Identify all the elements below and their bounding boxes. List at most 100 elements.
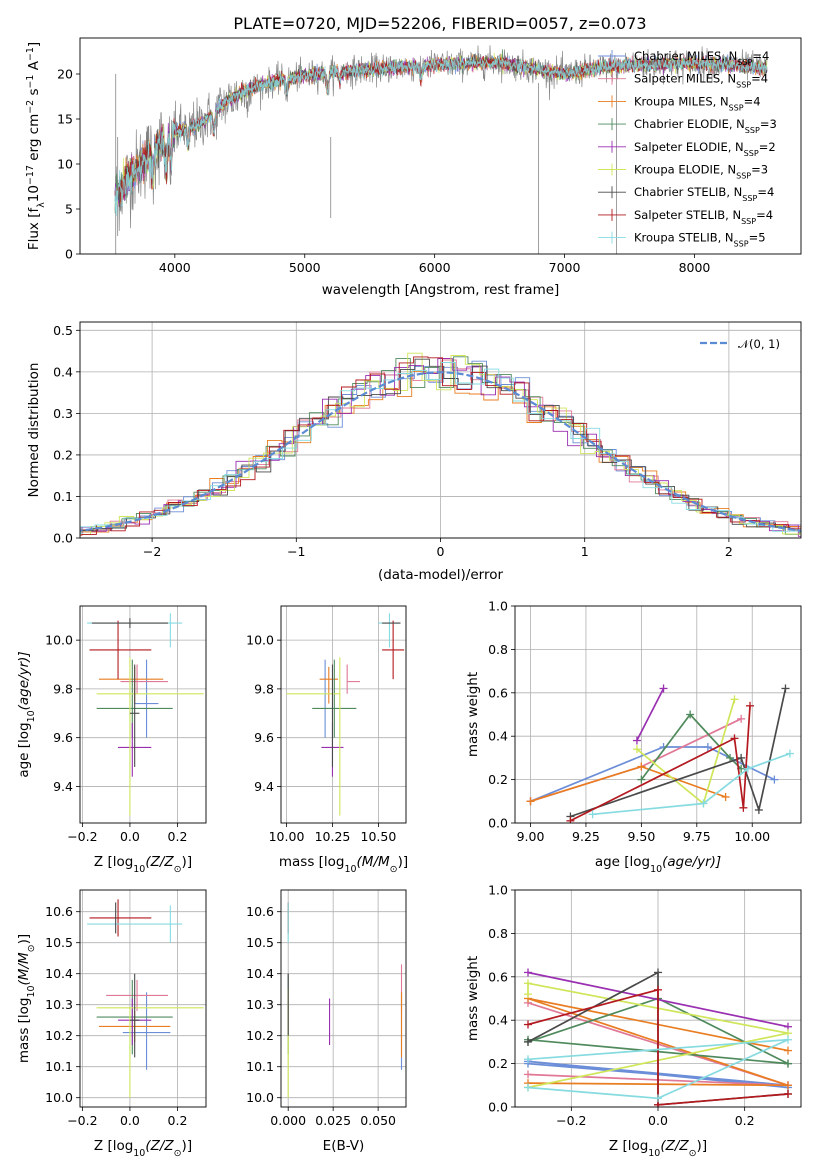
weight-marker xyxy=(524,1020,532,1029)
legend-label-2-part: SSP xyxy=(736,80,751,89)
weight-marker xyxy=(754,805,763,814)
error-point-9 xyxy=(378,613,401,648)
y-axis-label-part: age [log xyxy=(16,722,32,777)
weight-line-1 xyxy=(530,746,775,803)
error-point-8 xyxy=(89,899,152,937)
weight-line-9 xyxy=(527,1038,789,1100)
error-point-3 xyxy=(319,666,338,704)
residual-histogram-2 xyxy=(80,359,801,531)
weight-marker xyxy=(566,816,575,823)
error-point-2 xyxy=(106,979,168,1011)
x-axis-label-part: age [log xyxy=(595,854,650,870)
legend-label-gaussian: 𝒩(0, 1) xyxy=(738,337,780,351)
y-tick-label: 15 xyxy=(57,112,73,127)
legend-label-9-part: Kroupa STELIB, N xyxy=(634,231,734,245)
y-axis-label-part: λ xyxy=(36,202,47,208)
y-axis-label: mass [log10(M/M⊙)] xyxy=(16,934,37,1063)
residual-histograms xyxy=(80,352,801,537)
weight-marker xyxy=(739,803,748,812)
y-tick-label: 0.0 xyxy=(53,531,73,546)
x-axis-label-part: )] xyxy=(697,1138,708,1154)
y-tick-label: 10.3 xyxy=(45,997,73,1012)
legend-label-6: Kroupa ELODIE, NSSP=3 xyxy=(634,163,768,181)
legend-label-5-part: SSP xyxy=(744,148,759,157)
x-tick-label: 6000 xyxy=(419,260,451,275)
weight-line-8 xyxy=(570,705,751,822)
legend-label-1-part: SSP xyxy=(737,58,752,67)
x-axis-label-part: (Z/Z xyxy=(145,854,174,870)
y-tick-label: 10.6 xyxy=(45,904,73,919)
x-tick-label: 0.2 xyxy=(735,1113,755,1128)
legend-label-6-part: =3 xyxy=(751,163,768,177)
age-vs-Z-panel: −0.2 0.0 0.29.49.69.810.0Z [log10(Z/Z⊙)]ag… xyxy=(16,605,207,875)
y-tick-label: 10.1 xyxy=(45,1059,73,1074)
legend-label-9: Kroupa STELIB, NSSP=5 xyxy=(634,231,766,249)
x-tick-label: 0.2 xyxy=(168,1113,188,1128)
x-axis-label: Z [log10(Z/Z⊙)] xyxy=(94,1138,192,1159)
y-axis-label-part: Flux [f xyxy=(26,207,42,251)
error-point-6 xyxy=(286,657,341,816)
legend-label-6-part: Kroupa ELODIE, N xyxy=(634,163,736,177)
weight-marker xyxy=(637,762,646,771)
weight-marker xyxy=(686,710,695,719)
plot-frame xyxy=(514,605,802,824)
axes: −0.2 0.0 0.2 9.4 9.6 9.8 10.0 xyxy=(45,606,206,844)
error-bars xyxy=(87,613,204,816)
residual-histogram-5 xyxy=(80,358,801,537)
y-tick-label: 0 xyxy=(65,247,73,262)
legend-label-7-part: SSP xyxy=(742,194,757,203)
x-axis-label-part: )] xyxy=(182,1138,193,1154)
y-tick-label: 0.6 xyxy=(488,969,508,984)
legend-label-2-part: =4 xyxy=(751,72,768,86)
y-axis-label: mass weight xyxy=(465,672,481,757)
legend-label-2: Salpeter MILES, NSSP=4 xyxy=(634,72,768,90)
x-axis-label: mass [log10(M/M⊙)] xyxy=(279,854,408,875)
y-tick-label: 10.5 xyxy=(246,935,274,950)
weight-marker xyxy=(632,736,641,745)
legend-label-4-part: Chabrier ELODIE, N xyxy=(634,117,745,131)
legend-label-4-part: =3 xyxy=(760,117,777,131)
y-tick-label: 9.4 xyxy=(254,779,274,794)
x-axis-label-part: (Z/Z xyxy=(660,1138,689,1154)
y-axis-label: Flux [fλ10−17 erg cm−2 s−1 A−1] xyxy=(25,42,47,250)
error-point-7 xyxy=(129,973,140,1058)
error-point-6 xyxy=(96,657,204,816)
weight-marker xyxy=(637,775,646,784)
x-axis-label: wavelength [Angstrom, rest frame] xyxy=(322,282,560,298)
x-axis-label: (data-model)/error xyxy=(378,567,504,583)
x-tick-label: −1 xyxy=(287,544,305,559)
y-tick-label: 9.4 xyxy=(53,779,73,794)
weight-line-9 xyxy=(592,752,791,816)
x-axis-label-part: mass [log xyxy=(279,854,345,870)
y-tick-label: 0.4 xyxy=(488,1013,508,1028)
x-tick-label: 9.75 xyxy=(683,829,711,844)
x-tick-label: 0 xyxy=(437,544,445,559)
x-tick-label: −0.2 xyxy=(67,829,97,844)
plot-frame xyxy=(79,321,802,539)
x-axis-label-part: )] xyxy=(182,854,193,870)
mass-weight-vs-age-panel: 9.00 9.25 9.50 9.75 10.00 0.0 0.2 0.4 0.6 0.8 1.0 a… xyxy=(465,599,802,875)
error-point-10 xyxy=(91,618,168,628)
legend-label-4: Chabrier ELODIE, NSSP=3 xyxy=(634,117,777,135)
x-tick-label: 0.0 xyxy=(120,1113,140,1128)
weight-marker xyxy=(654,1094,662,1103)
weight-marker xyxy=(524,1070,532,1079)
legend-label-7-part: Chabrier STELIB, N xyxy=(634,185,742,199)
axes: −2 −1 0 1 2 0.0 0.1 0.2 0.3 0.4 0.5 xyxy=(53,322,801,559)
x-tick-label: −2 xyxy=(143,544,161,559)
weight-line-8 xyxy=(527,988,789,1106)
legend-label-6-part: SSP xyxy=(736,171,751,180)
y-tick-label: 10.4 xyxy=(45,966,73,981)
error-point-1 xyxy=(122,992,171,1070)
weight-marker xyxy=(526,797,535,806)
x-axis-label-part: 10 xyxy=(648,1148,660,1159)
model-line-9 xyxy=(114,55,768,217)
legend-label-7: Chabrier STELIB, NSSP=4 xyxy=(634,185,774,203)
error-point-2 xyxy=(346,664,361,694)
x-axis-label-part: ⊙ xyxy=(390,864,398,875)
x-tick-label: 9.25 xyxy=(572,829,600,844)
weight-marker xyxy=(784,1089,792,1098)
legend-label-5: Salpeter ELODIE, NSSP=2 xyxy=(634,140,776,158)
